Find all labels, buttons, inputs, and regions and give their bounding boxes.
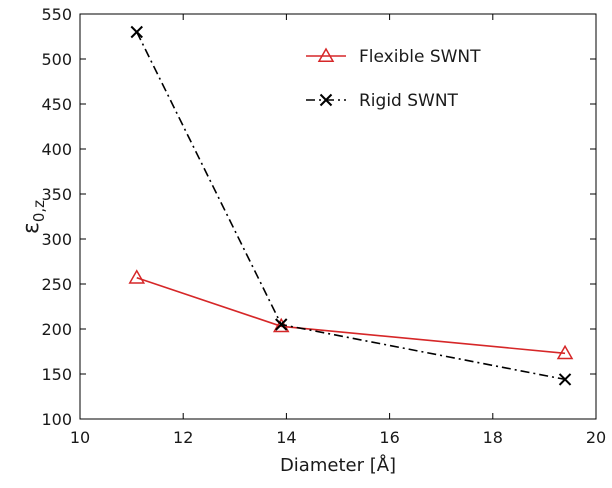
x-tick-label: 12 (173, 428, 193, 447)
data-point-rigid-swnt (275, 318, 288, 331)
y-tick-label: 150 (41, 365, 72, 384)
data-point-rigid-swnt-stroke-b (558, 373, 572, 386)
data-point-rigid-swnt-stroke-b (130, 25, 143, 39)
y-tick-label: 250 (41, 275, 72, 294)
plot-area (79, 13, 597, 420)
x-tick-label: 16 (379, 428, 399, 447)
x-tick-label: 20 (586, 428, 606, 447)
x-tick-label: 14 (276, 428, 296, 447)
y-tick-label: 400 (41, 140, 72, 159)
series-line-flexible-swnt (136, 276, 566, 355)
data-point-flexible-swnt (556, 344, 574, 360)
x-axis: 10 12 14 16 18 20 (70, 14, 606, 447)
y-tick-label: 550 (41, 5, 72, 24)
x-tick-label: 10 (70, 428, 90, 447)
legend-marker-flexible-swnt (317, 47, 335, 62)
y-tick-label: 300 (41, 230, 72, 249)
y-axis: 100 150 200 250 300 350 400 450 500 550 (41, 5, 596, 429)
y-tick-label: 450 (41, 95, 72, 114)
y-axis-label: ε0,z (19, 200, 48, 234)
data-point-rigid-swnt (558, 373, 572, 386)
y-tick-label: 500 (41, 50, 72, 69)
x-tick-label: 18 (483, 428, 503, 447)
y-axis-label-symbol: ε (19, 222, 44, 234)
y-tick-label: 200 (41, 320, 72, 339)
y-axis-label-subscript: 0,z (30, 200, 48, 222)
legend: Flexible SWNT Rigid SWNT (306, 47, 481, 111)
legend-label-flexible-swnt: Flexible SWNT (359, 47, 481, 67)
series-line-rigid-swnt (136, 31, 566, 381)
series-layer (128, 25, 574, 386)
legend-marker-rigid-swnt-stroke-b (319, 93, 333, 107)
legend-marker-rigid-swnt (319, 93, 333, 107)
y-tick-label: 100 (41, 410, 72, 429)
data-point-rigid-swnt-stroke-b (275, 318, 288, 331)
legend-label-rigid-swnt: Rigid SWNT (359, 91, 459, 111)
plot-frame (79, 13, 597, 420)
data-point-flexible-swnt (128, 269, 146, 284)
y-tick-label: 350 (41, 185, 72, 204)
data-point-rigid-swnt (130, 25, 143, 39)
x-axis-label: Diameter [Å] (280, 454, 396, 476)
